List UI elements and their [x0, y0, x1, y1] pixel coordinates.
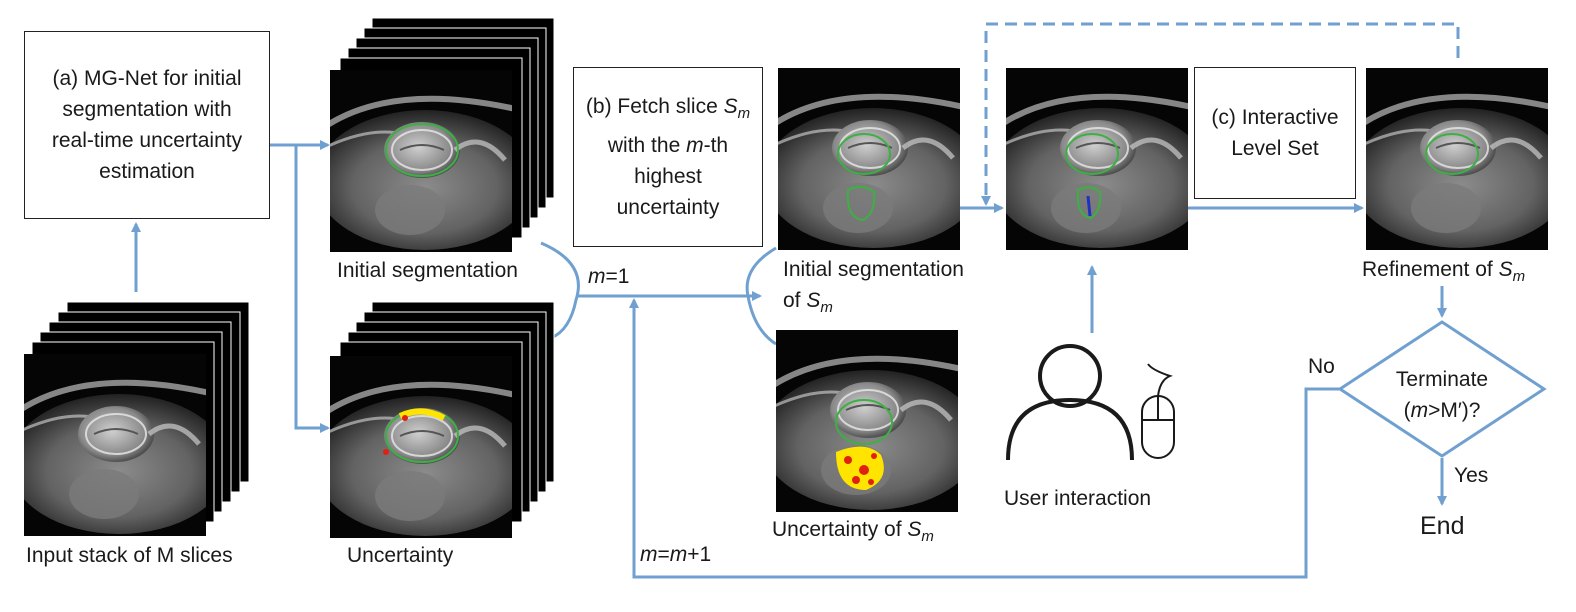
- box-fetch-line4: uncertainty: [616, 195, 720, 219]
- label-no: No: [1308, 355, 1335, 378]
- uncertainty-images: [315, 301, 555, 538]
- box-fetch-line2-text: with the: [607, 133, 687, 157]
- decision-line2: (m>M′)?: [1382, 395, 1502, 426]
- decision-text: Terminate (m>M′)?: [1382, 364, 1502, 426]
- box-fetch-line2: with the m-th: [586, 130, 750, 161]
- label-refinement-of: Refinement of: [1362, 258, 1499, 281]
- label-uncertainty-of: Uncertainty of: [772, 518, 908, 541]
- box-mgnet-line4: estimation: [99, 160, 195, 183]
- label-initial-seg-sm-line1: Initial segmentation: [783, 258, 964, 281]
- uncertainty-sm-image: [761, 330, 981, 512]
- plus-one: +1: [687, 543, 712, 566]
- box-mgnet-line3: real-time uncertainty: [51, 129, 243, 152]
- box-level-set: (c) Interactive Level Set: [1194, 67, 1356, 199]
- user-icon: [1006, 344, 1134, 461]
- box-mgnet-line1: (a) MG-Net for initial: [52, 67, 242, 90]
- symbol-m: m: [1512, 268, 1526, 286]
- arrow-to-uncertainty: [294, 145, 330, 433]
- symbol-m: m: [669, 543, 688, 566]
- brace-merge: [540, 241, 580, 340]
- decision-condition: >M′)?: [1428, 399, 1481, 422]
- label-m-eq-m-plus-1: m=m+1: [640, 543, 711, 567]
- brace-split: [745, 246, 777, 346]
- label-initial-segmentation: Initial segmentation: [337, 259, 518, 282]
- symbol-m: m: [588, 265, 606, 288]
- box-fetch-line2-suffix: -th: [703, 133, 729, 157]
- label-yes: Yes: [1454, 464, 1489, 487]
- user-interaction-image: [991, 68, 1211, 250]
- label-user-interaction: User interaction: [1004, 487, 1152, 510]
- dashed-loop: [981, 22, 1460, 206]
- refinement-image: [1351, 68, 1571, 250]
- symbol-m: m: [1410, 399, 1429, 422]
- label-of: of: [783, 289, 807, 312]
- label-uncertainty-sm: Uncertainty of Sm: [772, 518, 934, 545]
- symbol-s: S: [806, 289, 821, 312]
- m-eq-1-value: =1: [605, 265, 630, 288]
- box-fetch-line1: (b) Fetch slice Sm: [586, 91, 750, 129]
- symbol-s: S: [907, 518, 922, 541]
- symbol-m: m: [921, 528, 934, 546]
- label-uncertainty: Uncertainty: [347, 544, 454, 567]
- mouse-icon: [1141, 363, 1175, 459]
- box-mgnet-line2: segmentation with: [62, 98, 232, 121]
- input-stack-images: [9, 301, 250, 536]
- box-fetch-slice: (b) Fetch slice Sm with the m-th highest…: [573, 67, 763, 247]
- label-end: End: [1420, 512, 1465, 540]
- label-m-eq-1: m=1: [588, 265, 629, 289]
- initial-segmentation-images: [315, 17, 555, 252]
- equals-sign: =: [657, 543, 670, 566]
- symbol-m: m: [640, 543, 658, 566]
- label-initial-seg-sm: Initial segmentation of Sm: [783, 254, 964, 323]
- decision-paren: (: [1403, 399, 1411, 422]
- symbol-m: m: [737, 105, 751, 123]
- connectors: [131, 22, 1460, 579]
- decision-line1: Terminate: [1395, 368, 1489, 391]
- symbol-m: m: [820, 299, 833, 317]
- initial-segmentation-sm-image: [763, 68, 983, 250]
- label-input-stack: Input stack of M slices: [26, 544, 233, 567]
- symbol-s: S: [723, 95, 738, 119]
- box-level-set-line2: Level Set: [1231, 137, 1319, 160]
- symbol-m: m: [686, 133, 704, 157]
- box-level-set-line1: (c) Interactive: [1211, 106, 1339, 129]
- loop-no-branch: [629, 298, 1340, 579]
- label-initial-seg-sm-line2: of Sm: [783, 285, 964, 323]
- box-fetch-line1-text: (b) Fetch slice: [585, 95, 724, 119]
- box-mgnet: (a) MG-Net for initial segmentation with…: [24, 31, 270, 219]
- box-fetch-line3: highest: [634, 164, 702, 188]
- symbol-s: S: [1498, 258, 1513, 281]
- decision-diamond: [1337, 320, 1547, 458]
- label-refinement: Refinement of Sm: [1362, 258, 1525, 285]
